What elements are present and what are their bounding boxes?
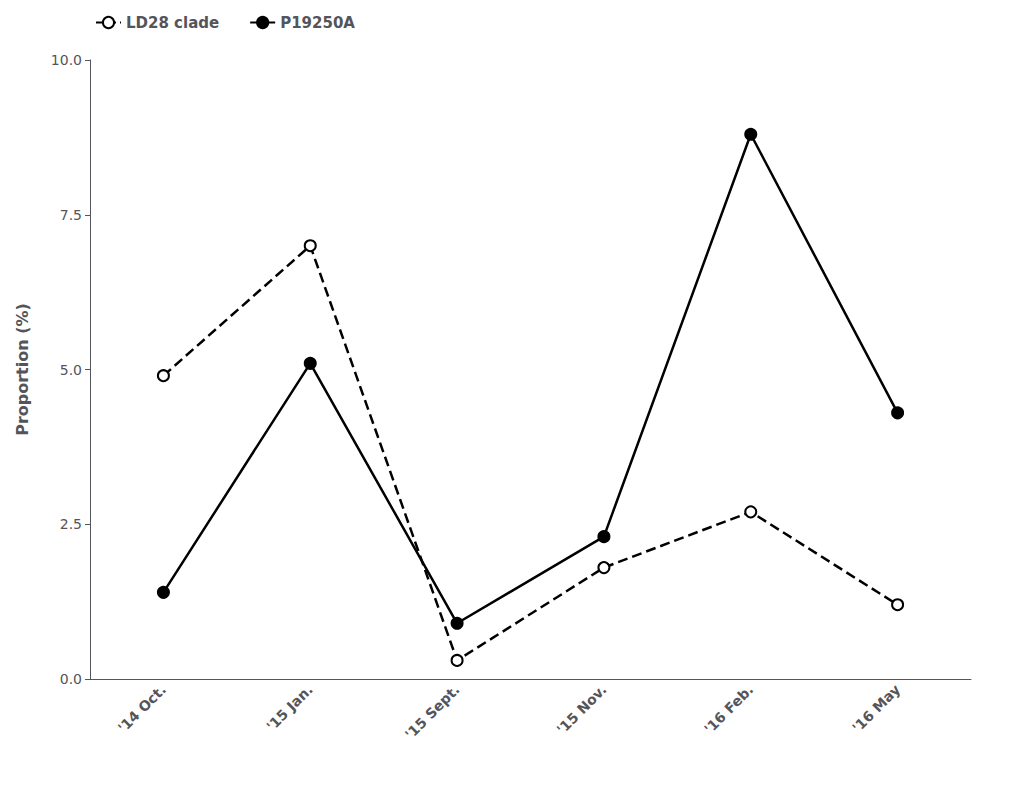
svg-text:0.0: 0.0 xyxy=(60,671,82,687)
svg-text:10.0: 10.0 xyxy=(51,52,82,68)
svg-text:LD28 clade: LD28 clade xyxy=(126,14,219,32)
svg-text:'16 May: '16 May xyxy=(849,681,903,735)
svg-text:7.5: 7.5 xyxy=(60,207,82,223)
svg-text:2.5: 2.5 xyxy=(60,516,82,532)
svg-text:5.0: 5.0 xyxy=(60,362,82,378)
svg-text:'15 Sept.: '15 Sept. xyxy=(402,681,463,742)
svg-text:Proportion (%): Proportion (%) xyxy=(13,303,32,436)
svg-text:'16 Feb.: '16 Feb. xyxy=(701,681,756,736)
svg-text:'14 Oct.: '14 Oct. xyxy=(115,681,169,735)
svg-text:'15 Jan.: '15 Jan. xyxy=(263,681,316,734)
svg-text:P19250A: P19250A xyxy=(280,14,355,32)
svg-text:'15 Nov.: '15 Nov. xyxy=(554,681,610,737)
